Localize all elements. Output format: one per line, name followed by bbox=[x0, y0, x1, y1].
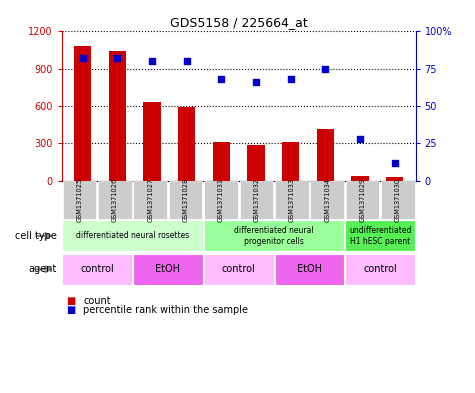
Text: EtOH: EtOH bbox=[297, 264, 322, 274]
Text: ■: ■ bbox=[66, 305, 76, 315]
Bar bbox=[352, 176, 369, 181]
Point bbox=[356, 136, 364, 142]
Text: GSM1371032: GSM1371032 bbox=[253, 178, 259, 222]
Point bbox=[114, 55, 121, 61]
Text: agent: agent bbox=[29, 264, 57, 274]
Text: undifferentiated
H1 hESC parent: undifferentiated H1 hESC parent bbox=[349, 226, 411, 246]
Text: control: control bbox=[222, 264, 256, 274]
Text: control: control bbox=[80, 264, 114, 274]
Text: differentiated neural
progenitor cells: differentiated neural progenitor cells bbox=[234, 226, 314, 246]
Bar bbox=[178, 107, 195, 181]
Bar bbox=[213, 142, 230, 181]
Bar bbox=[247, 145, 265, 181]
Bar bbox=[143, 102, 161, 181]
Bar bbox=[386, 177, 403, 181]
Text: GSM1371026: GSM1371026 bbox=[112, 178, 118, 222]
Text: GSM1371025: GSM1371025 bbox=[76, 178, 83, 222]
Bar bbox=[282, 142, 299, 181]
Point bbox=[287, 76, 294, 83]
Text: GSM1371029: GSM1371029 bbox=[360, 178, 366, 222]
Point bbox=[322, 66, 329, 72]
Text: percentile rank within the sample: percentile rank within the sample bbox=[83, 305, 248, 315]
Point bbox=[391, 160, 399, 166]
Text: cell type: cell type bbox=[15, 231, 57, 241]
Text: GSM1371030: GSM1371030 bbox=[395, 178, 401, 222]
Text: GSM1371034: GSM1371034 bbox=[324, 178, 330, 222]
Bar bbox=[317, 129, 334, 181]
Point bbox=[183, 58, 190, 64]
Point bbox=[218, 76, 225, 83]
Bar bbox=[74, 46, 91, 181]
Text: ■: ■ bbox=[66, 296, 76, 305]
Text: GSM1371033: GSM1371033 bbox=[289, 178, 295, 222]
Text: GSM1371028: GSM1371028 bbox=[182, 178, 189, 222]
Text: count: count bbox=[83, 296, 111, 305]
Point bbox=[148, 58, 156, 64]
Bar bbox=[109, 51, 126, 181]
Text: GSM1371027: GSM1371027 bbox=[147, 178, 153, 222]
Title: GDS5158 / 225664_at: GDS5158 / 225664_at bbox=[170, 16, 308, 29]
Text: EtOH: EtOH bbox=[155, 264, 180, 274]
Text: differentiated neural rosettes: differentiated neural rosettes bbox=[76, 231, 189, 241]
Point bbox=[252, 79, 260, 85]
Text: control: control bbox=[363, 264, 397, 274]
Point bbox=[79, 55, 86, 61]
Text: GSM1371031: GSM1371031 bbox=[218, 178, 224, 222]
